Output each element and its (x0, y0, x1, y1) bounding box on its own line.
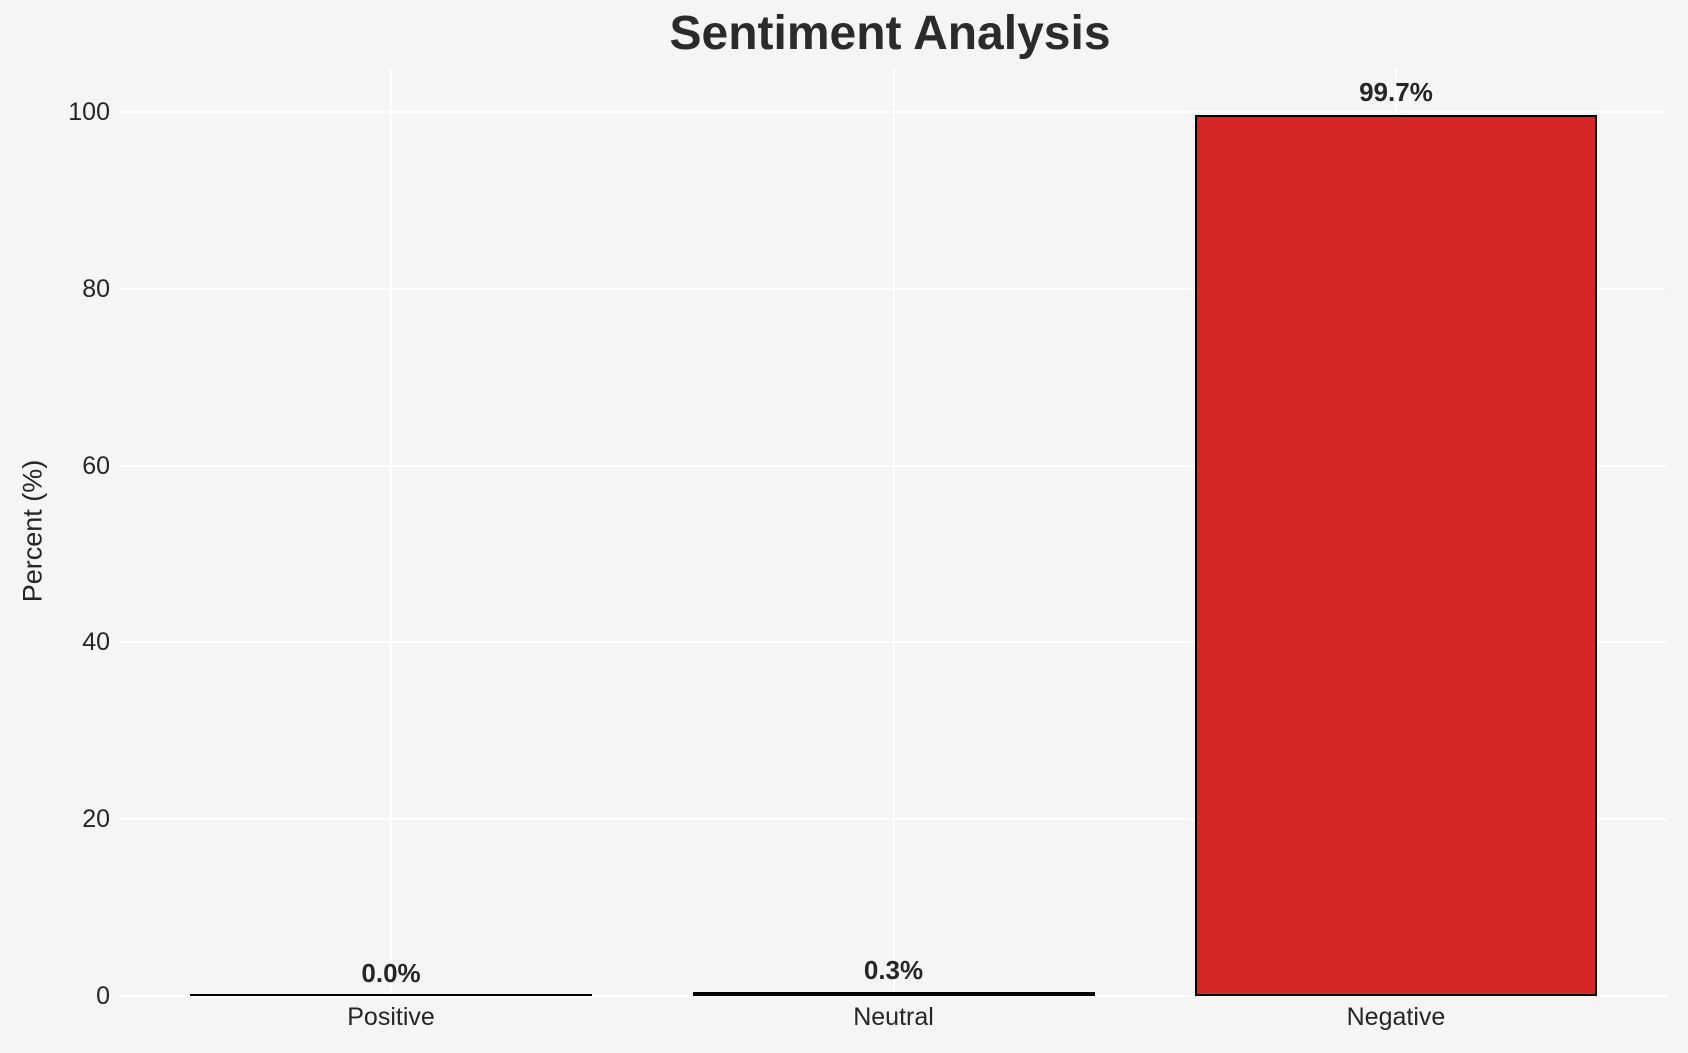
chart-title: Sentiment Analysis (669, 7, 1111, 60)
x-tick-label-neutral: Neutral (853, 1003, 934, 1031)
x-tick-label-negative: Negative (1346, 1003, 1446, 1031)
y-tick-label: 100 (68, 98, 110, 127)
x-tick-label-positive: Positive (347, 1003, 435, 1031)
y-tick-label: 20 (82, 805, 110, 834)
bar-neutral (692, 992, 1095, 996)
bar-negative (1194, 115, 1597, 996)
y-tick-label: 0 (96, 982, 110, 1010)
y-axis-label: Percent (%) (17, 459, 48, 603)
bar-positive (190, 994, 593, 996)
h-gridline (120, 995, 1667, 997)
bar-value-label: 0.0% (361, 958, 421, 988)
y-tick-label: 40 (82, 628, 110, 657)
bar-value-label: 99.7% (1359, 76, 1433, 107)
y-tick-label: 80 (82, 274, 110, 303)
v-gridline (892, 68, 895, 996)
bar-value-label: 0.3% (863, 955, 924, 986)
y-tick-label: 60 (82, 451, 110, 480)
v-gridline (390, 68, 393, 996)
